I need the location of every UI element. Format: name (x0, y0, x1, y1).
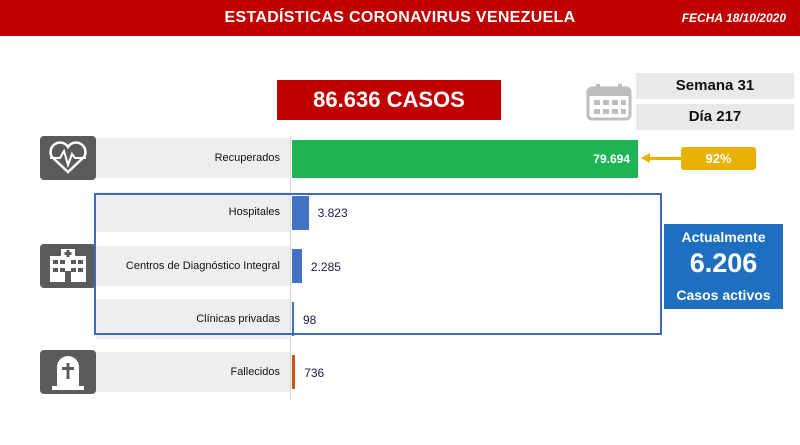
active-cases-caption-bottom: Casos activos (676, 287, 771, 303)
row-background (96, 299, 290, 339)
day-label: Día 217 (636, 104, 794, 130)
week-label: Semana 31 (636, 73, 794, 99)
bar-cdi (292, 249, 302, 283)
recovered-percent-badge: 92% (681, 147, 756, 170)
calendar-icon (586, 84, 632, 121)
bar-clinicas (292, 302, 294, 336)
report-date: FECHA 18/10/2020 (681, 11, 786, 25)
category-label: Fallecidos (230, 366, 280, 378)
bar-hospitales (292, 196, 309, 230)
tombstone-icon (40, 350, 96, 394)
category-label: Clínicas privadas (196, 313, 280, 325)
active-cases-group-frame (94, 193, 662, 335)
value-label: 2.285 (310, 260, 341, 274)
chart-axis (290, 136, 291, 399)
percent-arrow (649, 157, 681, 160)
total-cases-badge: 86.636 CASOS (277, 80, 501, 120)
active-cases-caption-top: Actualmente (681, 229, 766, 245)
row-background (96, 246, 290, 286)
active-cases-value: 6.206 (689, 248, 758, 278)
value-label: 98 (303, 313, 317, 327)
value-label: 79.694 (593, 152, 630, 166)
active-cases-box: Actualmente 6.206 Casos activos (664, 224, 783, 309)
category-label: Recuperados (214, 152, 280, 164)
header-bar (0, 0, 800, 36)
bar-fallecidos (292, 355, 296, 389)
value-label: 3.823 (317, 206, 348, 220)
bar-recuperados (292, 140, 638, 178)
category-label: Centros de Diagnóstico Integral (125, 260, 280, 272)
category-label: Hospitales (228, 206, 280, 218)
page-title: ESTADÍSTICAS CORONAVIRUS VENEZUELA (224, 9, 576, 26)
hospital-building-icon (40, 244, 96, 288)
row-background (96, 192, 290, 232)
arrow-head-icon (641, 153, 650, 163)
value-label: 736 (304, 366, 325, 380)
heart-monitor-icon (40, 136, 96, 180)
